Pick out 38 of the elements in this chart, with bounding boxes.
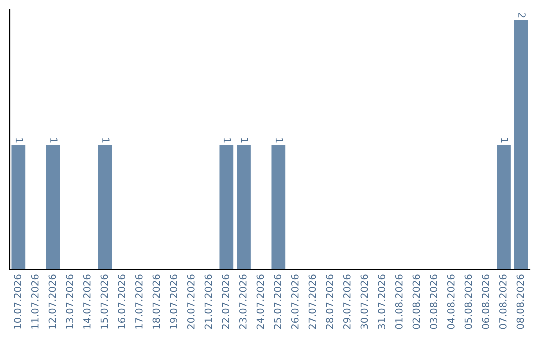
x-tick-label: 20.07.2026 — [187, 274, 195, 330]
x-tick-label: 13.07.2026 — [66, 274, 74, 329]
x-tick-label: 15.07.2026 — [100, 274, 108, 329]
data-label: 1 — [276, 138, 284, 143]
x-tick-label: 25.07.2026 — [274, 274, 282, 330]
x-tick-label: 19.07.2026 — [170, 274, 178, 329]
x-tick-label: 18.07.2026 — [152, 274, 160, 329]
data-label: 1 — [50, 138, 58, 143]
x-tick-label: 24.07.2026 — [256, 274, 264, 330]
x-tick-label: 03.08.2026 — [430, 274, 438, 330]
x-tick-label: 04.08.2026 — [447, 274, 455, 330]
data-label: 1 — [501, 138, 508, 143]
x-tick-label: 30.07.2026 — [360, 274, 368, 330]
x-tick-label: 16.07.2026 — [118, 274, 126, 329]
x-tick-label: 28.07.2026 — [326, 274, 334, 330]
x-tick-label: 26.07.2026 — [291, 274, 299, 330]
x-tick-label: 17.07.2026 — [135, 274, 143, 329]
x-tick-label: 21.07.2026 — [204, 274, 212, 330]
x-tick-label: 11.07.2026 — [31, 274, 39, 329]
x-tick-label: 23.07.2026 — [239, 274, 247, 330]
x-tick-label: 14.07.2026 — [83, 274, 91, 329]
x-tick-label: 08.08.2026 — [516, 274, 524, 330]
x-tick-label: 12.07.2026 — [48, 274, 56, 329]
data-label: 2 — [518, 13, 526, 18]
data-label: 1 — [102, 138, 110, 143]
x-tick-label: 01.08.2026 — [395, 274, 403, 330]
data-label: 1 — [224, 138, 232, 143]
x-tick-label: 27.07.2026 — [308, 274, 316, 330]
x-tick-label: 05.08.2026 — [464, 274, 472, 330]
x-tick-label: 29.07.2026 — [343, 274, 351, 330]
x-tick-label: 06.08.2026 — [482, 274, 490, 330]
x-tick-label: 07.08.2026 — [499, 274, 507, 330]
x-tick-label: 31.07.2026 — [378, 274, 386, 330]
data-label: 1 — [241, 138, 248, 143]
x-tick-label: 22.07.2026 — [222, 274, 230, 330]
x-tick-label: 10.07.2026 — [14, 274, 22, 329]
x-tick-label: 02.08.2026 — [412, 274, 420, 330]
data-label: 1 — [16, 138, 24, 143]
